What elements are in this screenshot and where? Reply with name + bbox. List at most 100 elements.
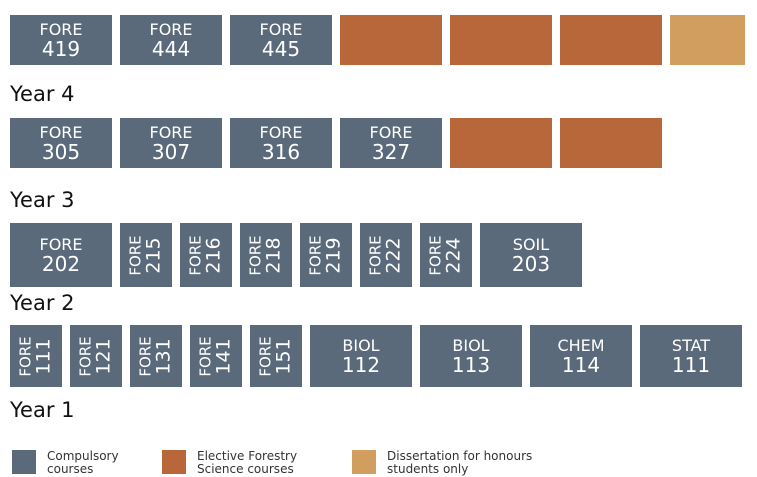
course-block: FORE 141	[190, 325, 242, 387]
year-label: Year 3	[10, 188, 75, 212]
course-number: 327	[371, 139, 411, 164]
course-number: 202	[41, 251, 81, 276]
course-number: 307	[151, 139, 191, 164]
course-subject: STAT	[671, 335, 711, 355]
course-block: BIOL 113	[420, 325, 522, 387]
course-label: FORE 224	[426, 234, 465, 276]
course-block: FORE 445	[230, 15, 332, 65]
course-subject: FORE	[426, 234, 445, 276]
course-label: FORE 219	[306, 234, 345, 276]
elective-block	[670, 15, 745, 65]
course-subject: FORE	[306, 234, 325, 276]
course-block: FORE 224	[420, 223, 472, 287]
course-label: FORE 202	[39, 234, 83, 276]
course-label: FORE 445	[259, 19, 303, 61]
course-block: FORE 111	[10, 325, 62, 387]
course-subject: FORE	[39, 122, 83, 142]
course-number: 305	[41, 139, 81, 164]
course-label: FORE 316	[259, 122, 303, 164]
course-label: STAT 111	[671, 335, 711, 377]
elective-block	[340, 15, 442, 65]
course-subject: FORE	[149, 122, 193, 142]
course-subject: FORE	[196, 335, 215, 377]
legend-text: Dissertation for honours students only	[387, 449, 533, 476]
course-subject: FORE	[39, 19, 83, 39]
elective-block	[450, 118, 552, 168]
course-label: SOIL 203	[511, 234, 551, 276]
course-number: 151	[272, 337, 295, 375]
course-label: BIOL 113	[451, 337, 491, 377]
course-label: FORE 215	[126, 234, 165, 276]
course-number: 316	[261, 139, 301, 164]
course-label: FORE 307	[149, 122, 193, 164]
elective-block	[560, 118, 662, 168]
legend-swatch	[162, 450, 186, 474]
course-number: 111	[671, 352, 711, 377]
course-subject: FORE	[16, 335, 35, 377]
course-number: 219	[322, 236, 345, 274]
course-label: FORE 151	[256, 335, 295, 377]
course-label: FORE 218	[246, 234, 285, 276]
legend-text: Compulsory courses	[47, 449, 119, 476]
course-subject: FORE	[246, 234, 265, 276]
year-label: Year 4	[10, 82, 75, 106]
course-block: FORE 444	[120, 15, 222, 65]
course-subject: FORE	[366, 234, 385, 276]
elective-block	[560, 15, 662, 65]
year-label: Year 2	[10, 291, 75, 315]
course-subject: FORE	[76, 335, 95, 377]
year-label: Year 1	[10, 398, 75, 422]
course-number: 131	[152, 337, 175, 375]
course-number: 114	[561, 352, 601, 377]
course-block: SOIL 203	[480, 223, 582, 287]
course-number: 445	[261, 36, 301, 61]
course-number: 113	[451, 352, 491, 377]
course-block: BIOL 112	[310, 325, 412, 387]
course-block: FORE 419	[10, 15, 112, 65]
course-block: FORE 215	[120, 223, 172, 287]
course-subject: FORE	[136, 335, 155, 377]
course-subject: FORE	[259, 122, 303, 142]
course-label: FORE 327	[369, 122, 413, 164]
legend-swatch	[352, 450, 376, 474]
legend-text: Elective Forestry Science courses	[197, 449, 298, 476]
course-subject: FORE	[259, 19, 303, 39]
course-subject: FORE	[126, 234, 145, 276]
course-block: FORE 131	[130, 325, 182, 387]
course-block: STAT 111	[640, 325, 742, 387]
course-label: FORE 131	[136, 335, 175, 377]
course-block: FORE 222	[360, 223, 412, 287]
course-number: 203	[511, 251, 551, 276]
course-number: 121	[92, 337, 115, 375]
course-label: FORE 444	[149, 19, 193, 61]
course-label: FORE 216	[186, 234, 225, 276]
course-subject: SOIL	[512, 234, 550, 254]
course-subject: FORE	[256, 335, 275, 377]
course-block: CHEM 114	[530, 325, 632, 387]
course-block: FORE 219	[300, 223, 352, 287]
course-number: 215	[142, 236, 165, 274]
course-number: 222	[382, 236, 405, 274]
course-label: FORE 111	[16, 335, 55, 377]
course-subject: FORE	[369, 122, 413, 142]
course-label: FORE 141	[196, 335, 235, 377]
course-block: FORE 216	[180, 223, 232, 287]
legend-swatch	[12, 450, 36, 474]
course-number: 112	[341, 352, 381, 377]
course-block: FORE 316	[230, 118, 332, 168]
course-block: FORE 307	[120, 118, 222, 168]
course-block: FORE 218	[240, 223, 292, 287]
course-subject: FORE	[186, 234, 205, 276]
elective-block	[450, 15, 552, 65]
course-subject: FORE	[149, 19, 193, 39]
course-label: FORE 305	[39, 122, 83, 164]
course-label: CHEM 114	[557, 337, 604, 377]
course-subject: FORE	[39, 234, 83, 254]
course-number: 141	[212, 337, 235, 375]
course-number: 444	[151, 36, 191, 61]
course-block: FORE 327	[340, 118, 442, 168]
course-block: FORE 151	[250, 325, 302, 387]
course-label: BIOL 112	[341, 337, 381, 377]
course-number: 111	[32, 337, 55, 375]
